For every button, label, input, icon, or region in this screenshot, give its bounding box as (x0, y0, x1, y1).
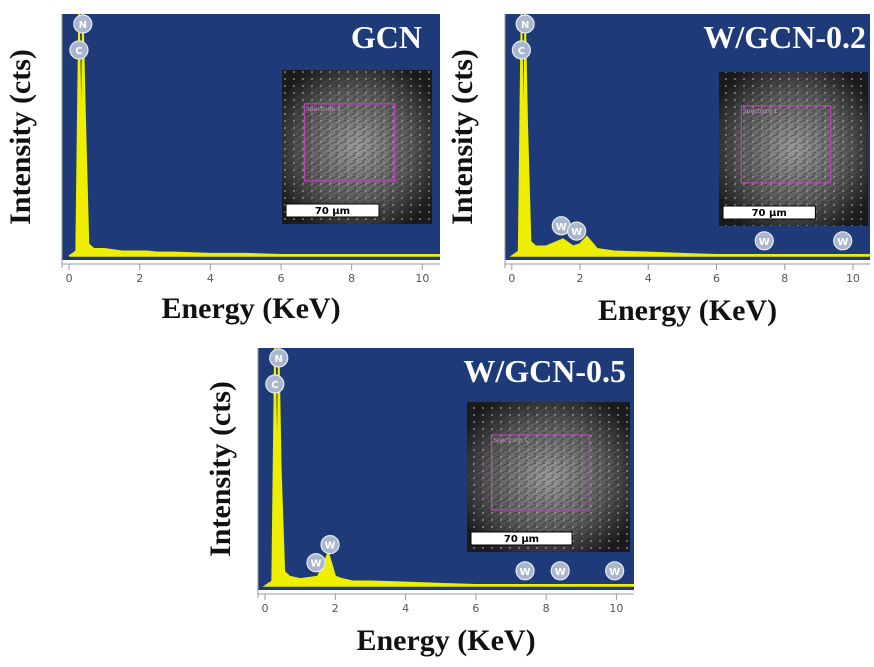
chart-title: GCN (351, 19, 422, 55)
peak-marker (605, 561, 625, 581)
spectrum (68, 14, 440, 257)
peak-label: C (75, 46, 82, 57)
peak-marker (265, 374, 285, 394)
peak-marker (69, 40, 89, 60)
y-axis-label: Intensity (cts) (446, 49, 479, 225)
x-tick-label: 0 (262, 602, 269, 615)
peak-label: W (571, 227, 582, 238)
chart-title: W/GCN-0.5 (463, 353, 626, 389)
spectrum (509, 14, 870, 257)
x-tick-label: 8 (543, 602, 550, 615)
peak-label: W (759, 237, 770, 248)
y-axis-label: Intensity (cts) (4, 49, 37, 225)
sem-texture (719, 72, 868, 226)
peak-marker (306, 553, 326, 573)
x-tick-label: 6 (278, 272, 285, 285)
scale-bar-label: 70 µm (752, 208, 787, 219)
x-axis-label: Energy (KeV) (161, 292, 340, 325)
chart-panel: 0 2 4 6 8 10 Energy (KeV) Intensity (cts) GCN N C S… (4, 14, 440, 325)
sem-texture (467, 402, 630, 552)
peak-label: W (837, 237, 848, 248)
x-tick-label: 2 (577, 272, 584, 285)
x-tick-label: 2 (136, 272, 143, 285)
chart-panel: 0 2 4 6 8 10 Energy (KeV) Intensity (cts) W/GCN-… (446, 14, 870, 327)
region-label: Spectrum 1 (493, 437, 528, 444)
peak-marker (550, 561, 570, 581)
peak-marker (515, 14, 535, 34)
y-axis-label: Intensity (cts) (204, 381, 237, 557)
peak-label: W (325, 541, 336, 552)
peak-marker (269, 348, 289, 368)
x-tick-label: 4 (402, 602, 409, 615)
x-tick-label: 0 (66, 272, 73, 285)
x-tick-label: 2 (332, 602, 339, 615)
scale-bar-label: 70 µm (504, 534, 539, 545)
x-tick-label: 6 (472, 602, 479, 615)
spectrum-region (490, 434, 590, 511)
x-axis-label: Energy (KeV) (356, 624, 535, 657)
peak-marker (515, 561, 535, 581)
peak-label: N (79, 20, 87, 31)
peak-marker (567, 221, 587, 241)
scale-bar-label: 70 µm (315, 206, 350, 217)
peak-marker (754, 231, 774, 251)
peak-label: W (555, 567, 566, 578)
x-tick-label: 0 (508, 272, 515, 285)
scale-bar (722, 205, 816, 220)
x-axis-label: Energy (KeV) (598, 294, 777, 327)
scale-bar (285, 203, 380, 218)
x-tick-label: 10 (846, 272, 860, 285)
chart-title: W/GCN-0.2 (703, 19, 866, 55)
peak-label: N (521, 20, 529, 31)
peak-label: W (556, 222, 567, 233)
x-tick-label: 10 (415, 272, 429, 285)
peak-label: C (518, 46, 525, 57)
peak-marker (73, 14, 93, 34)
x-tick-label: 6 (713, 272, 720, 285)
spectrum-region (740, 105, 832, 184)
peak-label: W (609, 567, 620, 578)
peak-label: W (310, 559, 321, 570)
peak-marker (511, 40, 531, 60)
x-tick-label: 8 (348, 272, 355, 285)
peak-marker (320, 535, 340, 555)
peak-label: W (520, 567, 531, 578)
x-tick-label: 4 (645, 272, 652, 285)
x-tick-label: 4 (207, 272, 214, 285)
peak-label: C (271, 380, 278, 391)
spectrum (262, 348, 634, 587)
sem-texture (282, 70, 432, 224)
region-label: Spectrum 1 (743, 108, 778, 115)
chart-panel: 0 2 4 6 8 10 Energy (KeV) Intensity (cts) W/GCN-… (204, 348, 634, 657)
region-label: Spectrum 1 (306, 106, 341, 113)
x-tick-label: 10 (609, 602, 623, 615)
x-tick-label: 8 (781, 272, 788, 285)
peak-marker (833, 231, 853, 251)
spectrum-region (303, 103, 396, 182)
scale-bar (470, 531, 573, 546)
peak-label: N (275, 354, 283, 365)
